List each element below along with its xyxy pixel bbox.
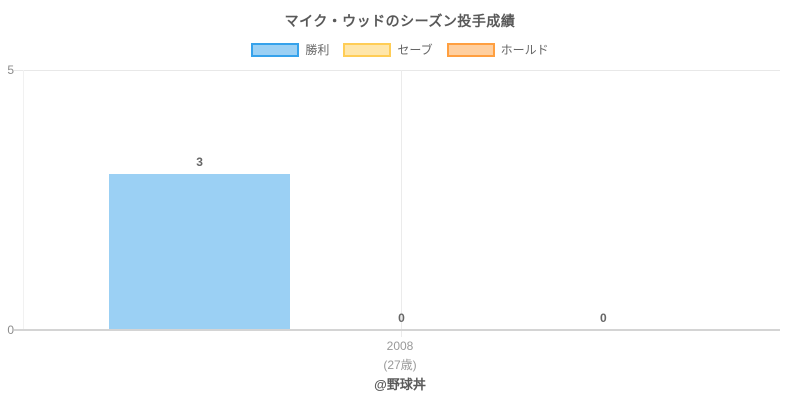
gridline-category-center <box>401 70 402 337</box>
value-label-saves: 0 <box>398 311 405 325</box>
legend-swatch-saves-icon <box>343 42 392 57</box>
legend-label-saves: セーブ <box>397 43 433 57</box>
gridline-top <box>14 70 780 71</box>
x-axis-label-year: 2008 <box>386 339 414 353</box>
plot-area: 3 0 0 <box>14 70 780 337</box>
x-axis-label-age: (27歳) <box>383 358 417 372</box>
value-label-wins: 3 <box>196 155 203 169</box>
legend: 勝利 セーブ ホールド <box>0 41 800 58</box>
legend-item-wins[interactable]: 勝利 <box>251 41 329 58</box>
legend-label-wins: 勝利 <box>305 43 330 57</box>
x-axis-line <box>14 329 780 331</box>
legend-item-holds[interactable]: ホールド <box>446 41 549 58</box>
credit-text: @野球丼 <box>374 377 426 392</box>
y-axis-tick-max: 5 <box>7 63 14 77</box>
y-axis-tick-zero: 0 <box>7 323 14 337</box>
legend-item-saves[interactable]: セーブ <box>343 41 433 58</box>
bar-wins <box>108 174 291 330</box>
value-label-holds: 0 <box>600 311 607 325</box>
legend-label-holds: ホールド <box>500 43 549 57</box>
legend-swatch-wins-icon <box>251 42 300 57</box>
chart-title: マイク・ウッドのシーズン投手成績 <box>284 13 516 29</box>
legend-swatch-holds-icon <box>446 42 495 57</box>
y-axis-line <box>23 70 24 330</box>
